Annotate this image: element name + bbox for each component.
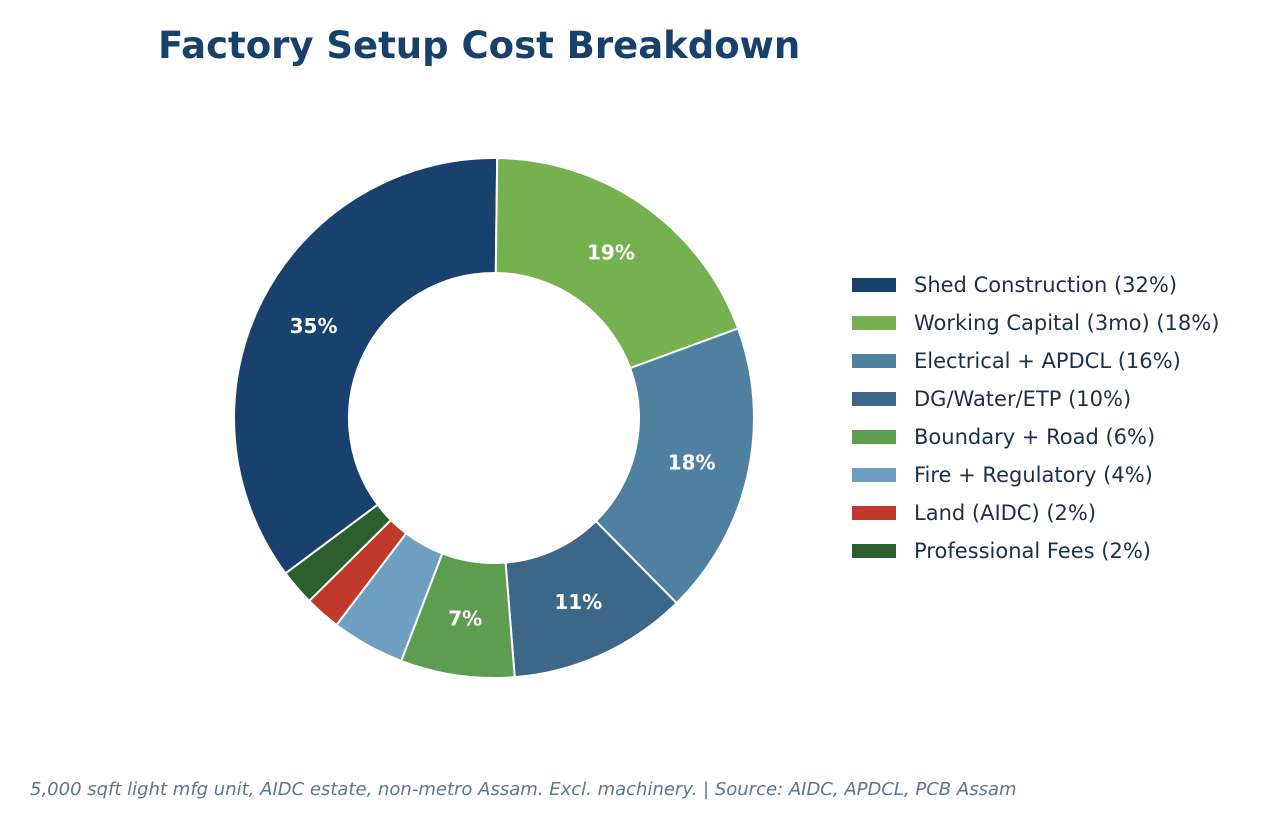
legend-label: DG/Water/ETP (10%)	[914, 387, 1132, 411]
legend-swatch	[852, 544, 896, 558]
legend-swatch	[852, 506, 896, 520]
slice-label-working-capital-3mo: 19%	[587, 241, 635, 265]
legend-label: Fire + Regulatory (4%)	[914, 463, 1153, 487]
chart-title: Factory Setup Cost Breakdown	[158, 24, 801, 67]
legend-label: Electrical + APDCL (16%)	[914, 349, 1181, 373]
legend-label: Working Capital (3mo) (18%)	[914, 311, 1220, 335]
legend-swatch	[852, 468, 896, 482]
legend-label: Boundary + Road (6%)	[914, 425, 1156, 449]
legend-swatch	[852, 354, 896, 368]
legend-entry-dg-water-etp: DG/Water/ETP (10%)	[852, 380, 1219, 418]
legend-label: Shed Construction (32%)	[914, 273, 1178, 297]
slice-label-boundary-road: 7%	[448, 606, 482, 630]
legend-entry-boundary-road: Boundary + Road (6%)	[852, 418, 1219, 456]
legend-entry-land-aidc: Land (AIDC) (2%)	[852, 494, 1219, 532]
legend-entry-shed-construction: Shed Construction (32%)	[852, 266, 1219, 304]
slice-electrical-apdcl	[594, 327, 755, 605]
legend-label: Professional Fees (2%)	[914, 539, 1151, 563]
slice-label-electrical-apdcl: 18%	[668, 450, 716, 474]
legend-entry-fire-regulatory: Fire + Regulatory (4%)	[852, 456, 1219, 494]
legend: Shed Construction (32%) Working Capital (…	[852, 266, 1219, 570]
legend-swatch	[852, 430, 896, 444]
legend-label: Land (AIDC) (2%)	[914, 501, 1097, 525]
legend-swatch	[852, 316, 896, 330]
legend-entry-professional-fees: Professional Fees (2%)	[852, 532, 1219, 570]
legend-entry-working-capital-3mo: Working Capital (3mo) (18%)	[852, 304, 1219, 342]
footnote: 5,000 sqft light mfg unit, AIDC estate, …	[30, 779, 1017, 800]
legend-swatch	[852, 392, 896, 406]
slice-label-shed-construction: 35%	[290, 314, 338, 338]
legend-swatch	[852, 278, 896, 292]
slice-label-dg-water-etp: 11%	[554, 590, 602, 614]
slice-professional-fees	[284, 503, 393, 603]
legend-entry-electrical-apdcl: Electrical + APDCL (16%)	[852, 342, 1219, 380]
slice-working-capital-3mo	[494, 157, 740, 370]
slice-shed-construction	[233, 157, 499, 575]
